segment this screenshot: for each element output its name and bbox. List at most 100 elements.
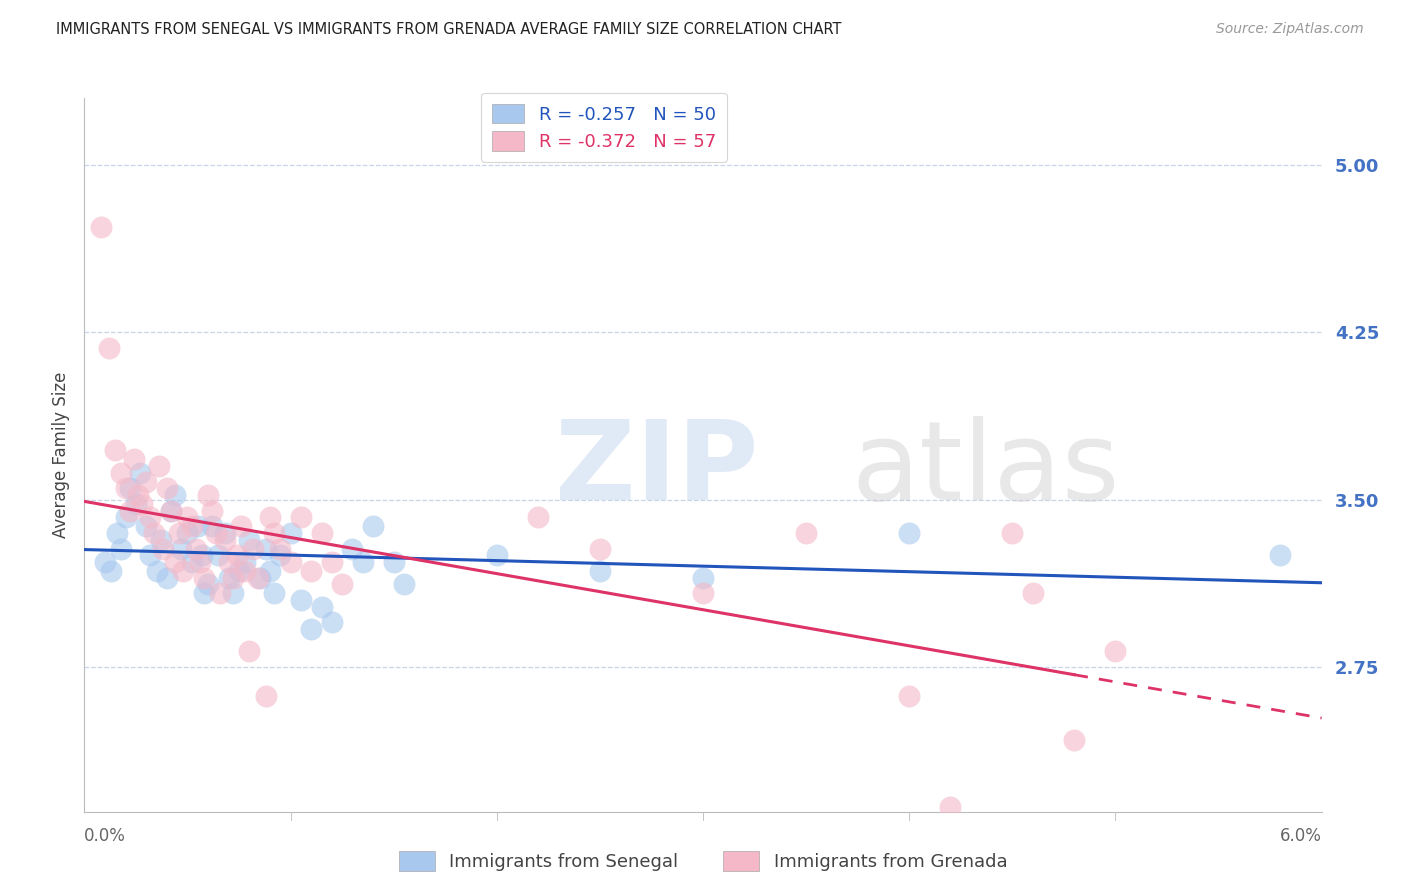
Point [165, 488, 187, 502]
Point [1063, 733, 1085, 747]
Point [233, 555, 256, 569]
Point [692, 571, 714, 585]
Point [104, 443, 127, 458]
Point [205, 525, 228, 540]
Point [269, 548, 291, 563]
Point [156, 571, 179, 585]
Point [167, 525, 190, 540]
Point [98, 341, 121, 355]
Point [197, 577, 219, 591]
Text: atlas: atlas [852, 416, 1121, 523]
Legend: Immigrants from Senegal, Immigrants from Grenada: Immigrants from Senegal, Immigrants from… [391, 844, 1015, 879]
Point [263, 586, 285, 600]
Point [131, 497, 153, 511]
Point [246, 571, 269, 585]
Point [180, 519, 202, 533]
Point [589, 541, 612, 556]
Point [290, 510, 312, 524]
Point [118, 503, 141, 517]
Point [180, 555, 202, 569]
Point [193, 586, 215, 600]
Point [176, 525, 198, 540]
Point [311, 525, 333, 540]
Point [114, 510, 136, 524]
Y-axis label: Average Family Size: Average Family Size [52, 372, 70, 538]
Point [254, 689, 277, 703]
Point [160, 503, 183, 517]
Point [148, 459, 170, 474]
Point [139, 548, 162, 563]
Point [187, 519, 209, 533]
Point [361, 519, 384, 533]
Point [269, 541, 291, 556]
Point [330, 577, 353, 591]
Point [160, 503, 183, 517]
Point [188, 555, 211, 569]
Point [321, 555, 343, 569]
Point [122, 452, 145, 467]
Point [197, 488, 219, 502]
Point [898, 525, 921, 540]
Point [280, 525, 302, 540]
Point [229, 519, 252, 533]
Point [145, 564, 167, 578]
Point [218, 571, 240, 585]
Point [100, 564, 122, 578]
Point [191, 548, 214, 563]
Point [90, 220, 112, 235]
Point [105, 525, 128, 540]
Point [127, 488, 149, 502]
Point [794, 525, 817, 540]
Point [352, 555, 374, 569]
Point [222, 586, 245, 600]
Point [242, 541, 264, 556]
Point [149, 533, 172, 547]
Point [280, 555, 302, 569]
Point [114, 482, 136, 496]
Point [172, 564, 194, 578]
Point [226, 548, 249, 563]
Text: Source: ZipAtlas.com: Source: ZipAtlas.com [1216, 22, 1364, 37]
Point [209, 586, 232, 600]
Point [125, 497, 148, 511]
Point [201, 503, 224, 517]
Point [201, 519, 224, 533]
Point [110, 466, 132, 480]
Point [299, 622, 322, 636]
Point [898, 689, 921, 703]
Point [233, 564, 256, 578]
Point [118, 482, 141, 496]
Point [170, 541, 193, 556]
Point [392, 577, 415, 591]
Point [259, 564, 281, 578]
Point [485, 548, 508, 563]
Point [254, 541, 277, 556]
Point [382, 555, 405, 569]
Point [207, 548, 229, 563]
Point [193, 571, 215, 585]
Text: 0.0%: 0.0% [84, 827, 127, 846]
Point [1104, 644, 1126, 658]
Point [259, 510, 281, 524]
Point [299, 564, 322, 578]
Point [527, 510, 550, 524]
Point [165, 555, 187, 569]
Point [290, 592, 312, 607]
Point [152, 541, 174, 556]
Point [238, 644, 260, 658]
Point [143, 525, 166, 540]
Point [222, 571, 245, 585]
Point [321, 615, 343, 630]
Point [1270, 548, 1292, 563]
Point [214, 533, 236, 547]
Point [238, 533, 260, 547]
Point [94, 555, 117, 569]
Point [214, 525, 236, 540]
Point [342, 541, 364, 556]
Point [110, 541, 132, 556]
Point [249, 571, 271, 585]
Text: IMMIGRANTS FROM SENEGAL VS IMMIGRANTS FROM GRENADA AVERAGE FAMILY SIZE CORRELATI: IMMIGRANTS FROM SENEGAL VS IMMIGRANTS FR… [56, 22, 842, 37]
Point [311, 599, 333, 614]
Point [228, 564, 250, 578]
Point [139, 510, 162, 524]
